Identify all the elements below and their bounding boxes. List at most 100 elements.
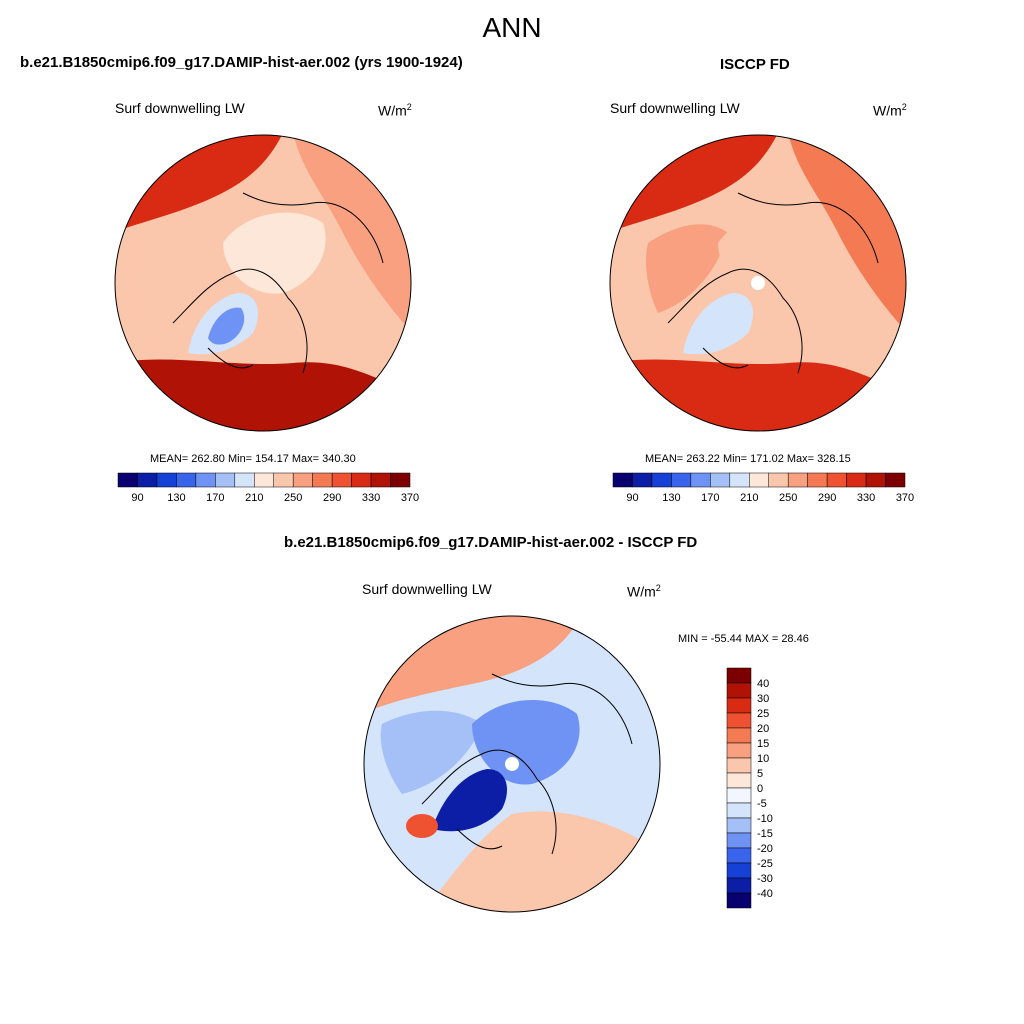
- map-border: [114, 134, 412, 432]
- colorbar-swatch: [726, 772, 752, 789]
- colorbar-swatch: [726, 832, 752, 849]
- colorbar-tick-label: -5: [757, 798, 767, 810]
- obs-variable-label: Surf downwelling LW: [610, 100, 740, 116]
- model-panel-title: b.e21.B1850cmip6.f09_g17.DAMIP-hist-aer.…: [20, 54, 463, 71]
- colorbar-tick-label: 5: [757, 768, 763, 780]
- colorbar-swatch: [726, 727, 752, 744]
- colorbar-swatch: [726, 847, 752, 864]
- arctic-ocean-region: [472, 700, 580, 785]
- colorbar-tick-label: 0: [757, 783, 763, 795]
- colorbar-swatch: [632, 472, 653, 488]
- colorbar-tick-label: -30: [757, 873, 773, 885]
- greenland-region: [683, 293, 753, 355]
- pole-hole: [505, 757, 519, 771]
- figure-title: ANN: [482, 12, 542, 43]
- obs-panel-title: ISCCP FD: [720, 56, 790, 73]
- colorbar-swatch: [292, 472, 313, 488]
- colorbar-swatch: [768, 472, 789, 488]
- colorbar-tick-label: 90: [626, 492, 638, 504]
- canada-region: [646, 224, 728, 313]
- coastline: [421, 673, 633, 855]
- colorbar-tick-label: -20: [757, 843, 773, 855]
- obs-stats: MEAN= 263.22 Min= 171.02 Max= 328.15: [645, 453, 851, 465]
- colorbar-tick-label: 370: [896, 492, 914, 504]
- colorbar-swatch: [137, 472, 158, 488]
- colorbar-swatch: [726, 757, 752, 774]
- diff-variable-label: Surf downwelling LW: [362, 581, 492, 597]
- colorbar-tick-label: 290: [323, 492, 341, 504]
- model-stats: MEAN= 262.80 Min= 154.17 Max= 340.30: [150, 453, 356, 465]
- colorbar-swatch: [671, 472, 692, 488]
- colorbar-swatch: [726, 877, 752, 894]
- colorbar-swatch: [254, 472, 274, 488]
- colorbar-swatch: [117, 472, 138, 488]
- colorbar-swatch: [726, 862, 752, 879]
- canada-region: [151, 224, 233, 313]
- colorbar-swatch: [726, 667, 752, 684]
- model-polar-map: [114, 134, 412, 432]
- colorbar-tick-label: 20: [757, 723, 769, 735]
- colorbar-tick-label: -10: [757, 813, 773, 825]
- colorbar-swatch: [351, 472, 372, 488]
- obs-units: W/m2: [873, 102, 907, 119]
- colorbar-tick-label: 130: [662, 492, 680, 504]
- pole-hole: [751, 276, 765, 290]
- colorbar-tick-label: 130: [167, 492, 185, 504]
- colorbar-swatch: [726, 817, 752, 834]
- colorbar-swatch: [726, 682, 752, 699]
- colorbar-swatch: [885, 472, 906, 488]
- obs-polar-map: [609, 134, 907, 432]
- colorbar-tick-label: -25: [757, 858, 773, 870]
- colorbar-tick-label: 170: [206, 492, 224, 504]
- colorbar-tick-label: 290: [818, 492, 836, 504]
- colorbar-swatch: [651, 472, 672, 488]
- arctic-ocean-region: [718, 212, 821, 294]
- diff-units: W/m2: [627, 583, 661, 600]
- map-border: [609, 134, 907, 432]
- diff-colorbar: 40 30 25 20 15 10 5 0 -5 -10 -15 -20 -25 -30 -40: [726, 667, 773, 909]
- coastline: [172, 192, 384, 374]
- colorbar-tick-label: 210: [740, 492, 758, 504]
- colorbar-swatch: [749, 472, 769, 488]
- greenland-core-region: [208, 307, 245, 345]
- colorbar-tick-label: 250: [779, 492, 797, 504]
- colorbar-tick-label: 40: [757, 678, 769, 690]
- obs-colorbar: 90 130 170 210 250 290 330 370: [612, 472, 914, 504]
- map-border: [363, 615, 661, 913]
- colorbar-swatch: [215, 472, 236, 488]
- colorbar-swatch: [726, 712, 752, 729]
- colorbar-tick-label: 330: [857, 492, 875, 504]
- iceland-hotspot-region: [406, 814, 438, 838]
- colorbar-swatch: [726, 892, 752, 909]
- colorbar-swatch: [710, 472, 731, 488]
- colorbar-swatch: [726, 742, 752, 759]
- colorbar-swatch: [807, 472, 828, 488]
- colorbar-tick-label: 370: [401, 492, 419, 504]
- colorbar-swatch: [370, 472, 391, 488]
- colorbar-swatch: [156, 472, 177, 488]
- colorbar-swatch: [787, 472, 808, 488]
- diff-panel-title: b.e21.B1850cmip6.f09_g17.DAMIP-hist-aer.…: [284, 534, 698, 551]
- colorbar-swatch: [312, 472, 333, 488]
- colorbar-tick-label: -40: [757, 888, 773, 900]
- colorbar-tick-label: 10: [757, 753, 769, 765]
- coastline: [667, 192, 879, 374]
- colorbar-swatch: [865, 472, 886, 488]
- colorbar-swatch: [729, 472, 750, 488]
- model-units: W/m2: [378, 102, 412, 119]
- colorbar-swatch: [234, 472, 255, 488]
- colorbar-tick-label: 15: [757, 738, 769, 750]
- colorbar-swatch: [726, 802, 752, 819]
- colorbar-tick-label: 170: [701, 492, 719, 504]
- colorbar-tick-label: -15: [757, 828, 773, 840]
- colorbar-swatch: [612, 472, 633, 488]
- colorbar-tick-label: 210: [245, 492, 263, 504]
- colorbar-swatch: [195, 472, 216, 488]
- colorbar-swatch: [726, 697, 752, 714]
- model-variable-label: Surf downwelling LW: [115, 100, 245, 116]
- diff-polar-map: [363, 615, 661, 913]
- colorbar-tick-label: 90: [131, 492, 143, 504]
- colorbar-tick-label: 25: [757, 708, 769, 720]
- colorbar-tick-label: 330: [362, 492, 380, 504]
- colorbar-swatch: [390, 472, 411, 488]
